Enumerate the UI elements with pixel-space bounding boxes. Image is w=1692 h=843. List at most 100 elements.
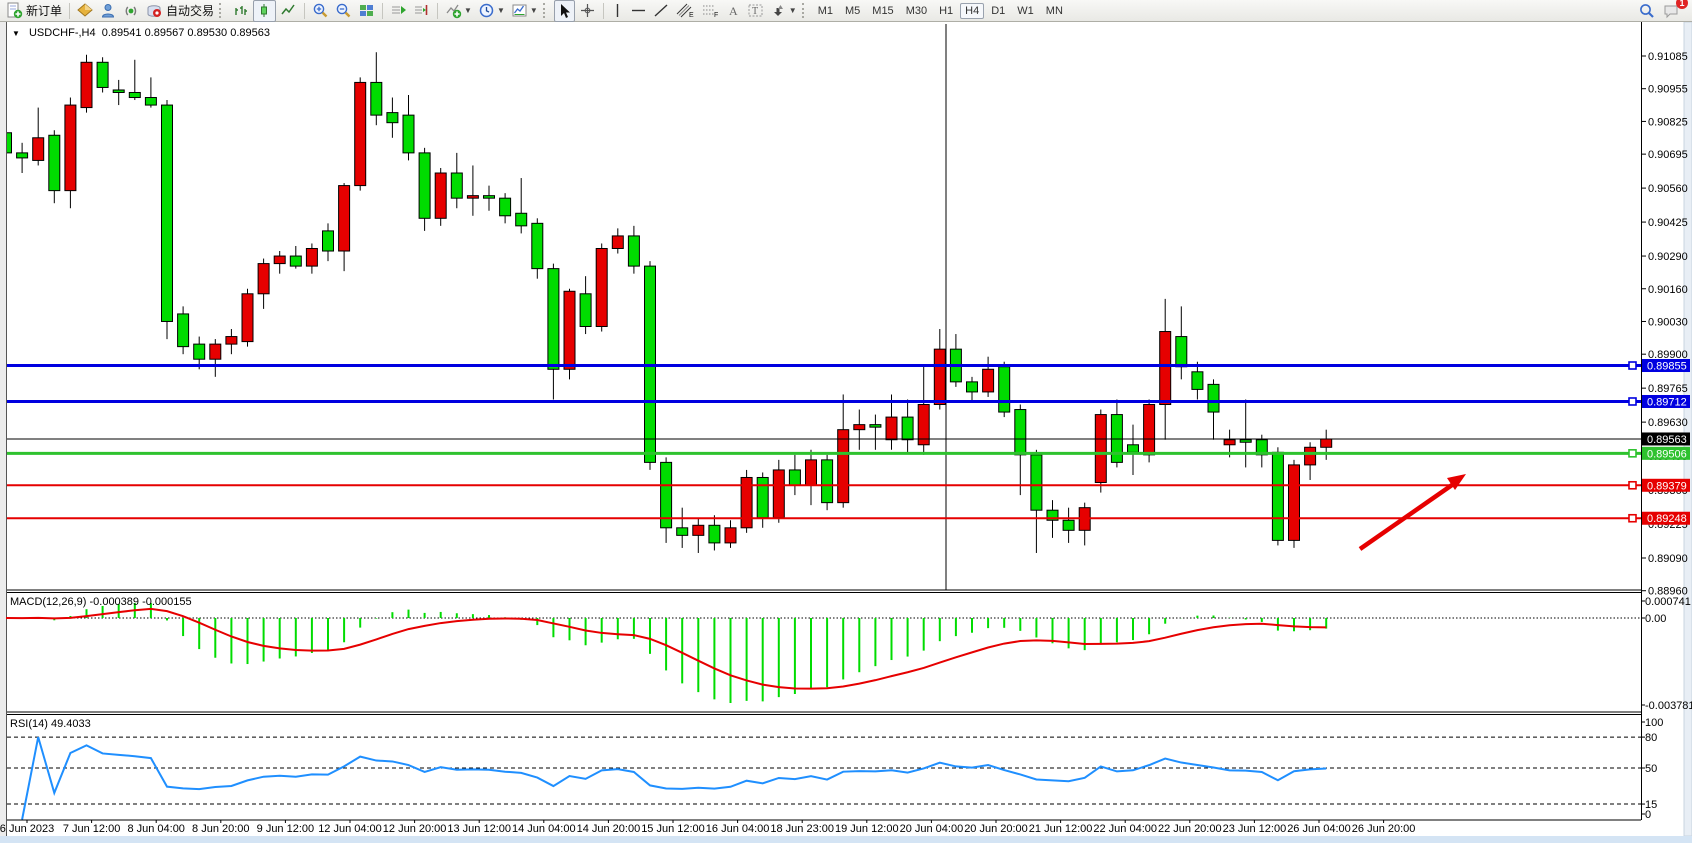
separator — [304, 2, 306, 19]
zoom-in-button[interactable] — [310, 1, 331, 21]
line-chart-icon — [280, 2, 297, 19]
zoom-in-icon — [312, 2, 329, 19]
trendline-button[interactable] — [651, 1, 672, 21]
periods-button[interactable]: ▼ — [476, 1, 507, 21]
svg-text:26 Jun 20:00: 26 Jun 20:00 — [1352, 823, 1416, 835]
bar-chart-icon — [232, 2, 249, 19]
indicators-button[interactable]: ▼ — [443, 1, 474, 21]
svg-text:A: A — [729, 4, 738, 18]
rsi-axis: 100 80 50 150 — [1641, 717, 1663, 821]
price-badge-0.89712: 0.89712 — [1642, 394, 1690, 408]
timeframe-h1[interactable]: H1 — [939, 4, 954, 17]
trend-arrow-line[interactable] — [1358, 483, 1454, 551]
vertical-line-button[interactable] — [609, 1, 626, 21]
svg-text:0.89855: 0.89855 — [1647, 361, 1687, 373]
svg-text:0.90160: 0.90160 — [1648, 284, 1688, 296]
separator — [602, 2, 604, 19]
close-value: 0.89563 — [230, 27, 270, 39]
level-handle[interactable] — [1628, 397, 1637, 406]
svg-text:6 Jun 2023: 6 Jun 2023 — [0, 823, 54, 835]
market-watch-icon — [100, 2, 117, 19]
time-axis: 6 Jun 2023 7 Jun 12:00 8 Jun 04:00 8 Jun 20… — [0, 820, 1415, 835]
svg-text:8 Jun 20:00: 8 Jun 20:00 — [192, 823, 250, 835]
timeframe-w1[interactable]: W1 — [1017, 4, 1034, 17]
svg-text:0.89379: 0.89379 — [1647, 480, 1687, 492]
line-chart-button[interactable] — [278, 1, 299, 21]
dropdown-caret: ▼ — [496, 6, 505, 15]
timeframe-m1[interactable]: M1 — [817, 4, 833, 17]
signal-button[interactable] — [121, 1, 142, 21]
new-order-label: 新订单 — [26, 4, 63, 18]
profile-icon — [77, 2, 94, 19]
text-button[interactable]: A — [724, 1, 743, 21]
timeframe-h4[interactable]: H4 — [960, 2, 985, 19]
trend-arrow-head[interactable] — [1447, 474, 1466, 490]
level-handle[interactable] — [1628, 361, 1637, 370]
timeframe-mn[interactable]: MN — [1045, 4, 1063, 17]
level-handle[interactable] — [1628, 480, 1637, 490]
svg-text:21 Jun 12:00: 21 Jun 12:00 — [1029, 823, 1093, 835]
cursor-button[interactable] — [553, 0, 575, 22]
level-handle[interactable] — [1628, 513, 1637, 523]
svg-text:0.89563: 0.89563 — [1647, 434, 1687, 446]
notification-badge: 1 — [1676, 0, 1688, 9]
chart-shift-icon — [413, 2, 430, 19]
svg-text:16 Jun 04:00: 16 Jun 04:00 — [706, 823, 770, 835]
signal-icon — [123, 2, 140, 19]
level-handle[interactable] — [1628, 449, 1637, 458]
svg-text:22 Jun 04:00: 22 Jun 04:00 — [1093, 823, 1157, 835]
text-label-button[interactable]: T — [745, 1, 766, 21]
profile-button[interactable] — [75, 1, 96, 21]
candlestick-chart-button[interactable] — [253, 0, 277, 22]
price-badge-0.89248: 0.89248 — [1642, 511, 1690, 525]
auto-trading-button[interactable]: 自动交易 — [144, 1, 216, 21]
svg-text:9 Jun 12:00: 9 Jun 12:00 — [257, 823, 315, 835]
open-value: 0.89541 — [101, 27, 142, 39]
timeframe-m15[interactable]: M15 — [872, 4, 894, 17]
new-order-button[interactable]: 新订单 — [4, 1, 64, 21]
timeframe-d1[interactable]: D1 — [991, 4, 1006, 17]
templates-icon — [511, 2, 528, 19]
toolbar-grip[interactable] — [801, 3, 808, 18]
tile-windows-button[interactable] — [356, 1, 377, 21]
svg-text:0.90030: 0.90030 — [1648, 316, 1688, 328]
svg-text:14 Jun 20:00: 14 Jun 20:00 — [577, 823, 641, 835]
templates-button[interactable]: ▼ — [509, 1, 540, 21]
auto-scroll-button[interactable] — [388, 1, 409, 21]
search-button[interactable] — [1636, 1, 1658, 21]
price-badge-0.89855: 0.89855 — [1642, 359, 1690, 373]
toolbar-grip[interactable] — [542, 3, 549, 18]
arrows-button[interactable]: ▼ — [768, 1, 799, 21]
svg-text:7 Jun 12:00: 7 Jun 12:00 — [63, 823, 121, 835]
timeframe-m5[interactable]: M5 — [845, 4, 861, 17]
separator — [382, 2, 384, 19]
svg-text:0.89506: 0.89506 — [1647, 448, 1687, 460]
rsi-label: RSI(14) 49.4033 — [10, 718, 91, 730]
dropdown-caret: ▼ — [464, 6, 472, 15]
toolbar-grip[interactable] — [219, 3, 225, 18]
macd-values: -0.000389 -0.000155 — [89, 596, 192, 608]
market-watch-button[interactable] — [98, 1, 119, 21]
svg-text:19 Jun 12:00: 19 Jun 12:00 — [835, 823, 899, 835]
bar-chart-button[interactable] — [230, 1, 251, 21]
fibonacci-button[interactable]: F — [699, 1, 722, 21]
crosshair-button[interactable] — [577, 1, 598, 21]
macd-axis: 0.000741 0.00 -0.003781 — [1641, 596, 1692, 712]
price-chart-canvas[interactable]: 0.91085 0.90955 0.90825 0.90695 0.90560 0.904… — [0, 22, 1692, 843]
timeframe-m30[interactable]: M30 — [905, 4, 928, 17]
vertical-line-icon — [611, 2, 624, 19]
svg-text:50: 50 — [1645, 763, 1657, 775]
chart-shift-button[interactable] — [411, 1, 432, 21]
high-value: 0.89567 — [144, 27, 185, 39]
svg-text:0.91085: 0.91085 — [1648, 51, 1688, 63]
zoom-out-button[interactable] — [333, 1, 354, 21]
separator — [437, 2, 439, 19]
chevron-down-icon[interactable]: ▼ — [12, 29, 20, 38]
svg-text:22 Jun 20:00: 22 Jun 20:00 — [1158, 823, 1222, 835]
notifications-button[interactable]: 1 — [1660, 0, 1688, 21]
equidistant-channel-button[interactable]: E — [674, 1, 697, 21]
dropdown-caret: ▼ — [529, 6, 538, 15]
auto-scroll-icon — [390, 2, 407, 19]
svg-text:0.90695: 0.90695 — [1648, 149, 1688, 161]
horizontal-line-button[interactable] — [628, 1, 649, 21]
